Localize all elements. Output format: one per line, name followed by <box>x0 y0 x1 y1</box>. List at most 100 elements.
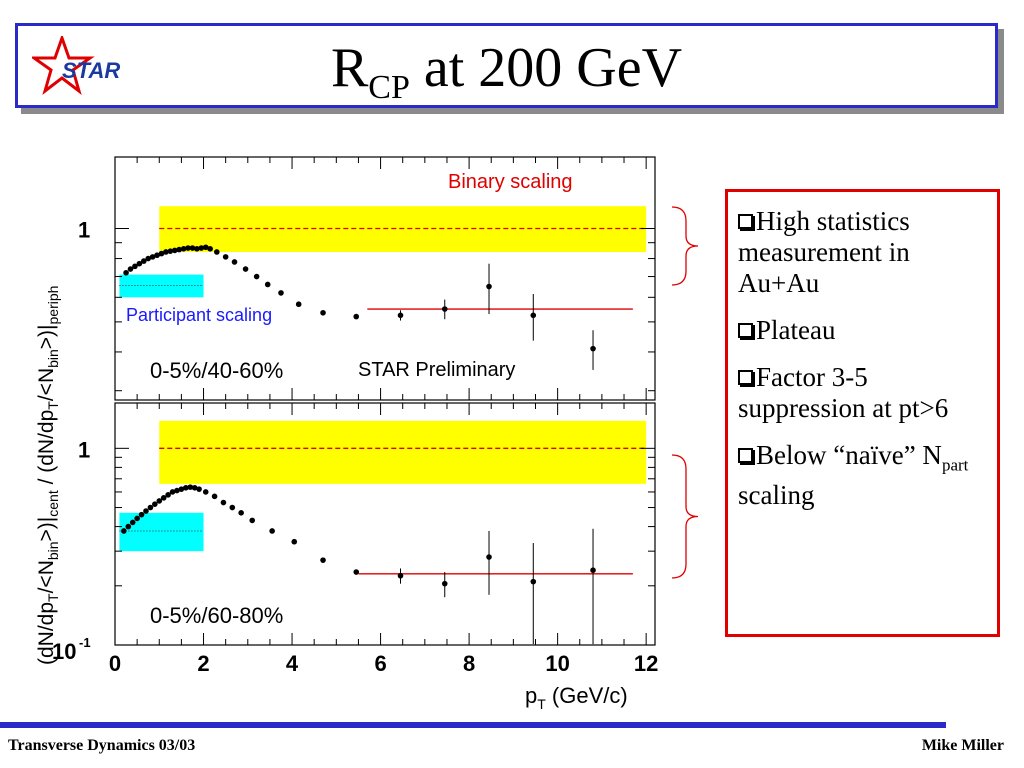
top-data-point <box>198 245 205 251</box>
bottom-data-point <box>125 523 132 530</box>
checkbox-icon <box>738 370 753 385</box>
binary-scaling-label: Binary scaling <box>448 171 573 193</box>
top-data-point <box>136 260 143 267</box>
bottom-data-point <box>143 508 149 514</box>
title-box: RCP at 200 GeV <box>15 23 998 108</box>
note-item: High statistics measurement in Au+Au <box>738 206 989 299</box>
note-item: Plateau <box>738 315 989 346</box>
participant-scaling-label: Participant scaling <box>126 305 272 325</box>
bottom-data-point <box>121 528 127 534</box>
bottom-data-point <box>129 519 136 526</box>
y-axis-label-part: /<N <box>35 560 58 593</box>
note-sub: part <box>941 455 969 475</box>
top-data-point <box>163 249 169 255</box>
top-data-point <box>145 255 151 262</box>
bottom-data-point <box>441 580 448 587</box>
top-frame <box>114 156 656 401</box>
bottom-data-point <box>169 489 176 495</box>
checkbox-icon <box>738 214 753 229</box>
top-brace <box>671 206 699 286</box>
bottom-data-point <box>397 572 404 579</box>
top-data-point <box>167 248 174 254</box>
bottom-data-point <box>191 484 198 491</box>
y-axis-label-part: (dN/dp <box>35 602 58 665</box>
y-axis-label-part: >)| <box>35 517 58 542</box>
bottom-frame <box>114 402 656 646</box>
y-axis-label-part: bin <box>45 349 61 368</box>
bottom-data-point <box>211 493 218 500</box>
top-data-point <box>149 254 156 260</box>
x-axis-label-rest: (GeV/c) <box>546 683 628 708</box>
y-axis-label-part: / (dN/dp <box>35 410 58 491</box>
top-data-point <box>202 244 209 251</box>
ytick-label-10: 10 <box>52 639 76 664</box>
top-data-point <box>180 246 187 252</box>
top-data-point <box>295 301 302 308</box>
bottom-data-point <box>183 484 189 491</box>
x-axis-label-main: p <box>525 683 537 708</box>
top-data-point <box>320 309 326 316</box>
footer-bar <box>0 722 946 728</box>
star-logo: STAR <box>32 36 120 95</box>
bottom-data-point <box>165 492 171 498</box>
top-data-point <box>158 250 165 257</box>
note-text: Below “naïve” N <box>756 440 942 470</box>
xtick-label: 10 <box>545 651 569 676</box>
bottom-data-point <box>156 498 163 504</box>
bottom-binary-band <box>159 420 647 484</box>
note-text: High statistics measurement in Au+Au <box>738 206 910 298</box>
x-axis-label-sub: T <box>537 696 546 712</box>
top-data-point <box>264 281 271 288</box>
y-axis-label-part: periph <box>45 286 61 325</box>
top-data-point <box>530 312 537 319</box>
top-data-point <box>353 313 360 320</box>
y-axis-label-part: T <box>45 593 61 602</box>
bottom-data-point <box>486 554 492 560</box>
checkbox-icon <box>738 448 753 463</box>
top-data-point <box>132 263 138 270</box>
bottom-data-point <box>152 501 158 507</box>
bottom-data-point <box>147 504 154 511</box>
bottom-data-point <box>178 486 185 492</box>
top-data-point <box>397 312 404 319</box>
bottom-data-point <box>196 486 202 492</box>
bottom-data-point <box>160 495 167 501</box>
note-text: Plateau <box>756 315 836 345</box>
checkbox-icon <box>738 323 753 338</box>
bottom-brace <box>671 454 699 579</box>
top-data-point <box>253 273 260 280</box>
bottom-data-point <box>291 538 298 545</box>
top-data-point <box>127 266 134 272</box>
xtick-label: 0 <box>109 651 121 676</box>
bottom-data-point <box>269 528 275 534</box>
title-rest: at 200 GeV <box>409 37 683 99</box>
bottom-data-point <box>238 510 244 516</box>
bottom-data-point <box>220 499 227 506</box>
top-data-point <box>441 306 448 312</box>
top-data-point <box>194 246 200 252</box>
top-data-point <box>231 259 238 265</box>
note-text: Factor 3-5 suppression at pt>6 <box>738 362 949 423</box>
top-ytick-label-1: 1 <box>78 217 90 242</box>
top-data-point <box>123 269 129 276</box>
y-axis-label-part: bin <box>45 541 61 560</box>
top-data-point <box>185 245 191 251</box>
top-data-point <box>590 345 596 352</box>
bottom-ytick-label-1: 1 <box>78 437 90 462</box>
xtick-label: 12 <box>634 651 658 676</box>
bottom-data-point <box>134 515 140 522</box>
y-axis-label-part: /<N <box>35 368 58 401</box>
y-axis-label-part: >)| <box>35 324 58 349</box>
y-axis-label-part: T <box>45 401 61 410</box>
ytick-label-exp: -1 <box>79 635 91 650</box>
y-axis-label: (dN/dpT/<Nbin>)|cent / (dN/dpT/<Nbin>)|p… <box>35 286 61 665</box>
top-data-point <box>486 283 492 290</box>
top-data-point <box>140 258 147 264</box>
bottom-data-point <box>590 567 596 574</box>
top-data-point <box>171 247 178 254</box>
star-logo-shape <box>32 36 95 95</box>
top-data-point <box>207 246 213 252</box>
title-sub: CP <box>368 69 410 107</box>
bottom-data-point <box>174 487 180 494</box>
